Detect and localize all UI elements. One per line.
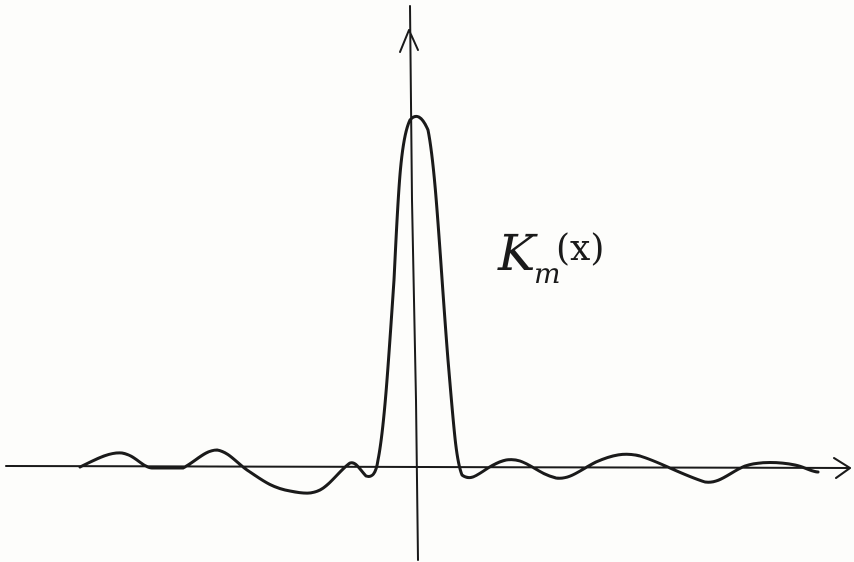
label-main: K	[497, 224, 538, 282]
x-axis	[5, 465, 851, 469]
x-axis-arrow	[833, 457, 851, 479]
y-axis-arrow	[399, 29, 419, 53]
y-axis	[409, 5, 419, 561]
curve	[78, 114, 820, 495]
label-argument: (x)	[556, 228, 604, 269]
label-subscript: m	[534, 257, 561, 290]
